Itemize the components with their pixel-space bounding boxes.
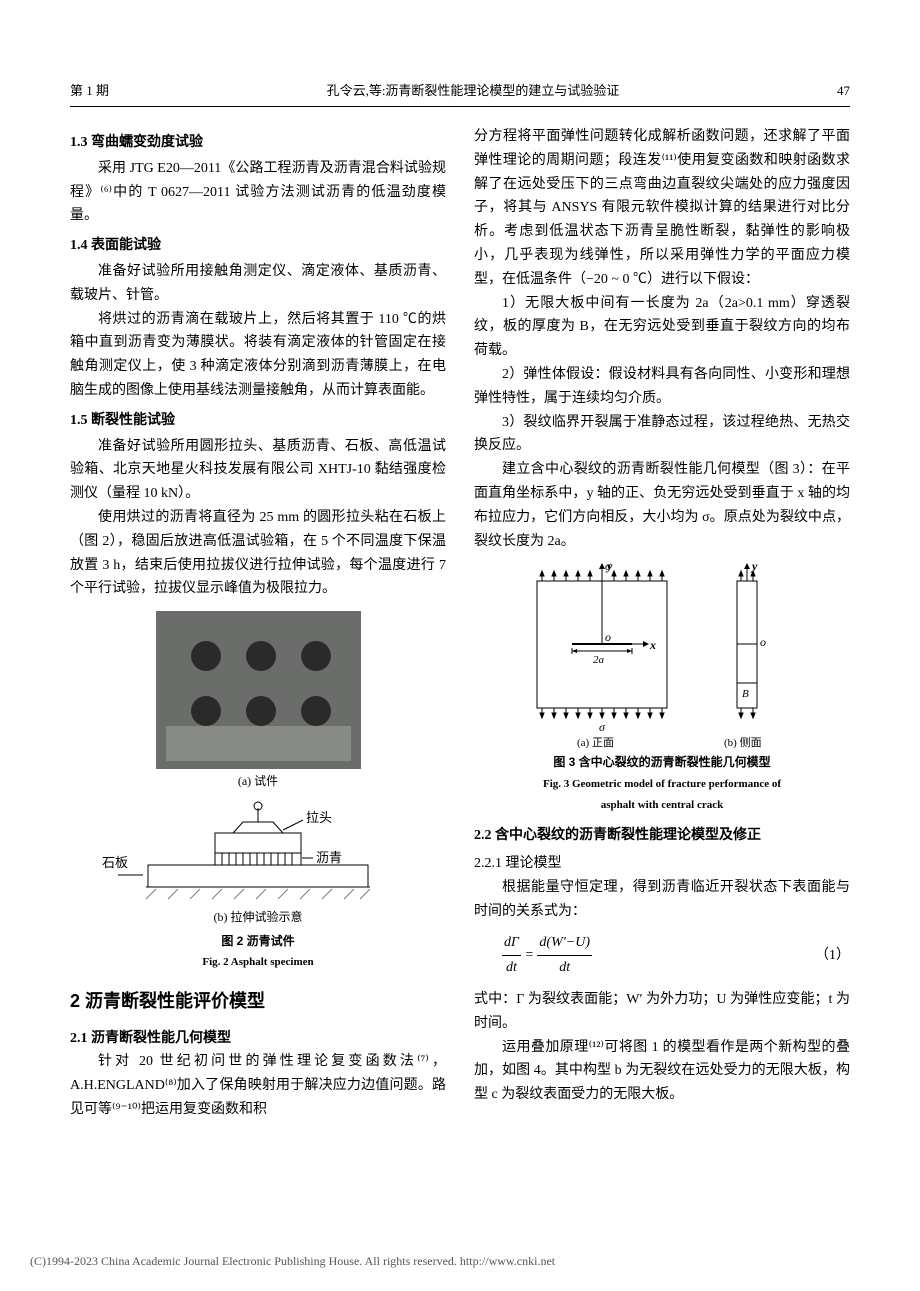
section-1-4-title: 1.4 表面能试验 xyxy=(70,234,446,258)
section-1-5-text-1: 准备好试验所用圆形拉头、基质沥青、石板、高低温试验箱、北京天地星火科技发展有限公… xyxy=(70,435,446,506)
figure-2-caption-cn: 图 2 沥青试件 xyxy=(70,931,446,951)
section-1-5-text-2: 使用烘过的沥青将直径为 25 mm 的圆形拉头粘在石板上（图 2），稳固后放进高… xyxy=(70,506,446,601)
section-2-1-text: 针对 20 世纪初问世的弹性理论复变函数法⁽⁷⁾，A.H.ENGLAND⁽⁸⁾加… xyxy=(70,1050,446,1121)
figure-3-caption-en-2: asphalt with central crack xyxy=(474,796,850,815)
section-2-2-1-text-2: 运用叠加原理⁽¹²⁾可将图 1 的模型看作是两个新构型的叠加，如图 4。其中构型… xyxy=(474,1036,850,1107)
figure-3-caption-cn: 图 3 含中心裂纹的沥青断裂性能几何模型 xyxy=(474,752,850,772)
list-item-3: 3）裂纹临界开裂属于准静态过程，该过程绝热、无热交换反应。 xyxy=(474,411,850,459)
section-1-3-title: 1.3 弯曲蠕变劲度试验 xyxy=(70,131,446,155)
figure-2: (a) 试件 xyxy=(70,611,446,972)
left-column: 1.3 弯曲蠕变劲度试验 采用 JTG E20—2011《公路工程沥青及沥青混合… xyxy=(70,125,446,1122)
fig3-x-axis: x xyxy=(649,638,656,652)
fig3-sub-b: (b) 侧面 xyxy=(724,736,762,748)
figure-2-caption-en: Fig. 2 Asphalt specimen xyxy=(70,953,446,972)
section-1-5-title: 1.5 断裂性能试验 xyxy=(70,409,446,433)
fig3-origin: o xyxy=(605,630,611,644)
page-number: 47 xyxy=(837,80,850,102)
section-1-4-text-1: 准备好试验所用接触角测定仪、滴定液体、基质沥青、载玻片、针管。 xyxy=(70,260,446,308)
fig3-2a: 2a xyxy=(593,654,605,666)
label-asphalt: 沥青 xyxy=(316,850,342,865)
figure-2a-photo xyxy=(156,611,361,769)
label-pull-head: 拉头 xyxy=(306,810,332,825)
fig3-sub-a: (a) 正面 xyxy=(577,737,614,748)
figure-3-caption-en-1: Fig. 3 Geometric model of fracture perfo… xyxy=(474,775,850,794)
figure-3: σ y x o xyxy=(474,563,850,814)
section-2-2-1-title: 2.2.1 理论模型 xyxy=(474,852,850,876)
fig3-y-axis-side: y xyxy=(750,563,758,573)
list-item-2: 2）弹性体假设：假设材料具有各向同性、小变形和理想弹性特性，属于连续均匀介质。 xyxy=(474,363,850,411)
section-1-3-text: 采用 JTG E20—2011《公路工程沥青及沥青混合料试验规程》⁽⁶⁾中的 T… xyxy=(70,157,446,228)
issue-number: 第 1 期 xyxy=(70,80,109,102)
equation-1: dΓ dt = d(W′−U) dt （1） xyxy=(502,931,850,980)
section-2-2-title: 2.2 含中心裂纹的沥青断裂性能理论模型及修正 xyxy=(474,824,850,848)
list-item-1: 1）无限大板中间有一长度为 2a（2a>0.1 mm）穿透裂纹，板的厚度为 B，… xyxy=(474,292,850,363)
right-column: 分方程将平面弹性问题转化成解析函数问题，还求解了平面弹性理论的周期问题；段连发⁽… xyxy=(474,125,850,1122)
section-1-4-text-2: 将烘过的沥青滴在载玻片上，然后将其置于 110 ℃的烘箱中直到沥青变为薄膜状。将… xyxy=(70,308,446,403)
equation-1-legend: 式中：Γ 为裂纹表面能；W′ 为外力功；U 为弹性应变能；t 为时间。 xyxy=(474,988,850,1036)
running-title: 孔令云,等:沥青断裂性能理论模型的建立与试验验证 xyxy=(327,80,620,102)
equation-1-number: （1） xyxy=(815,944,850,968)
right-p1: 分方程将平面弹性问题转化成解析函数问题，还求解了平面弹性理论的周期问题；段连发⁽… xyxy=(474,125,850,292)
right-p2: 建立含中心裂纹的沥青断裂性能几何模型（图 3）：在平面直角坐标系中，y 轴的正、… xyxy=(474,458,850,553)
fig3-y-axis: y xyxy=(605,563,613,573)
page-header: 第 1 期 孔令云,等:沥青断裂性能理论模型的建立与试验验证 47 xyxy=(70,80,850,107)
page-footer: (C)1994-2023 China Academic Journal Elec… xyxy=(30,1251,555,1271)
section-2-title: 2 沥青断裂性能评价模型 xyxy=(70,986,446,1017)
fig3-origin-side: o xyxy=(760,635,766,649)
label-stone: 石板 xyxy=(102,855,128,870)
figure-2b-sublabel: (b) 拉伸试验示意 xyxy=(70,907,446,927)
section-2-1-title: 2.1 沥青断裂性能几何模型 xyxy=(70,1027,446,1051)
figure-2a-sublabel: (a) 试件 xyxy=(70,771,446,791)
fig3-B: B xyxy=(742,688,749,700)
section-2-2-1-text-1: 根据能量守恒定理，得到沥青临近开裂状态下表面能与时间的关系式为： xyxy=(474,876,850,924)
figure-2b-diagram: 拉头 沥青 石板 xyxy=(98,800,418,905)
fig3-sigma-bottom: σ xyxy=(599,720,606,734)
figure-3-diagram: σ y x o xyxy=(517,563,807,748)
